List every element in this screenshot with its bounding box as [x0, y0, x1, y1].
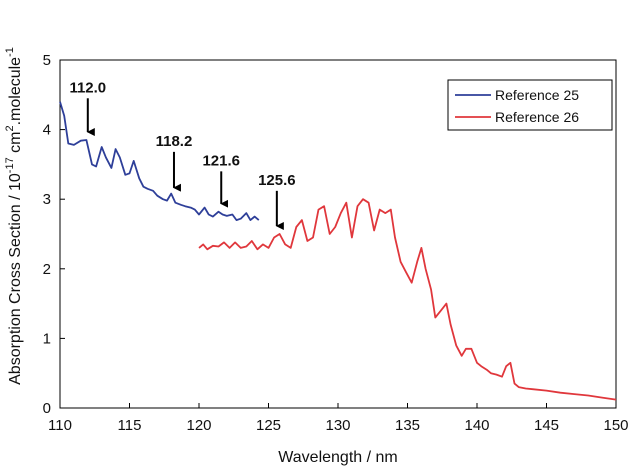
y-axis-label-exp3: -1: [4, 47, 16, 57]
y-tick-label: 5: [43, 52, 51, 69]
legend: Reference 25 Reference 26: [447, 79, 613, 131]
x-tick-label: 145: [534, 417, 559, 434]
annotation-label: 118.2: [156, 133, 193, 150]
y-tick-label: 1: [43, 330, 51, 347]
legend-label-reference-25: Reference 25: [495, 87, 579, 103]
x-tick-label: 140: [464, 417, 489, 434]
annotation-label: 121.6: [202, 152, 240, 169]
x-tick-label: 125: [256, 417, 281, 434]
annotation-label: 112.0: [69, 79, 106, 96]
x-tick-label: 135: [395, 417, 420, 434]
x-tick-label: 150: [603, 417, 628, 434]
y-axis-label-prefix: Absorption Cross Section / 10: [7, 173, 24, 385]
x-tick-label: 130: [325, 417, 350, 434]
y-axis-label-suffix: .molecule: [7, 57, 24, 126]
y-tick-label: 4: [43, 122, 51, 139]
x-tick-label: 110: [48, 417, 72, 434]
x-axis-label: Wavelength / nm: [278, 449, 397, 466]
y-axis-label-exp2: 2: [4, 125, 16, 131]
x-tick-label: 120: [186, 417, 211, 434]
legend-box: [447, 79, 613, 131]
x-axis-ticks: 110 115 120 125 130 135 140 145 150: [48, 403, 629, 434]
series-lines: [59, 101, 617, 401]
legend-label-reference-26: Reference 26: [495, 109, 579, 125]
y-axis-label: Absorption Cross Section / 10-17 cm2.mol…: [4, 47, 24, 385]
y-tick-label: 2: [43, 261, 51, 278]
annotation-label: 125.6: [258, 172, 296, 189]
series-line-reference-26: [198, 198, 617, 401]
series-line-reference-25: [59, 101, 260, 222]
x-tick-label: 115: [118, 417, 142, 434]
y-axis-ticks: 0 1 2 3 4 5: [43, 52, 65, 417]
annotations: 112.0 118.2 121.6 125.6: [69, 79, 296, 230]
y-axis-label-mid: cm: [7, 132, 24, 158]
y-tick-label: 3: [43, 191, 51, 208]
y-axis-label-exp1: -17: [4, 157, 16, 173]
y-tick-label: 0: [43, 400, 51, 417]
